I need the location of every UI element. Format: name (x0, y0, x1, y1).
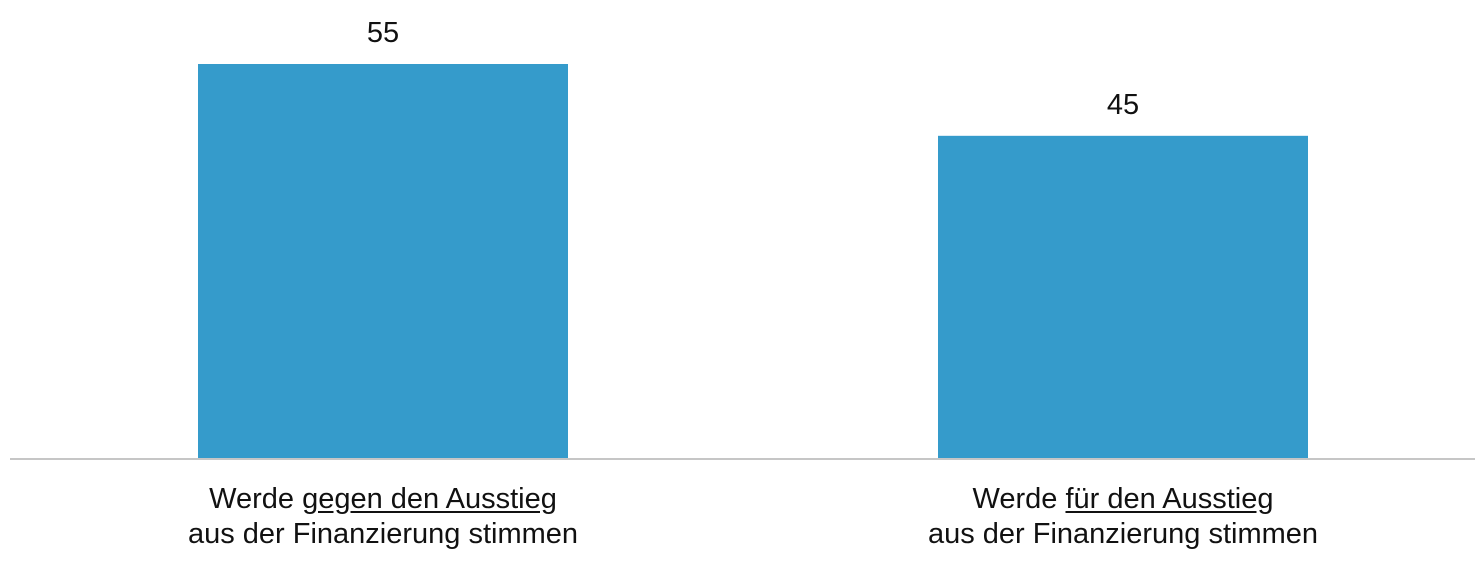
bar-0 (198, 64, 568, 459)
category-label-0-line1: Werde gegen den Ausstieg (103, 482, 663, 517)
category-label-0-prefix: Werde (209, 483, 303, 515)
category-label-0: Werde gegen den Ausstieg aus der Finanzi… (103, 482, 663, 552)
value-labels-group: 55 45 (367, 17, 1139, 121)
bar-chart: 55 45 (10, 17, 1475, 460)
bars-group (198, 64, 1308, 459)
category-label-0-emphasis: gegen den Ausstieg (302, 483, 557, 515)
category-label-0-line2: aus der Finanzierung stimmen (187, 518, 579, 550)
category-label-1-prefix: Werde (972, 483, 1066, 515)
category-label-1-emphasis: für den Ausstieg (1065, 483, 1274, 515)
value-label-1: 45 (1107, 89, 1139, 121)
bar-1 (938, 135, 1308, 459)
category-label-1-line1: Werde für den Ausstieg (843, 482, 1403, 517)
category-label-1-line2: aus der Finanzierung stimmen (927, 518, 1319, 550)
category-label-1: Werde für den Ausstieg aus der Finanzier… (843, 482, 1403, 552)
value-label-0: 55 (367, 17, 399, 49)
